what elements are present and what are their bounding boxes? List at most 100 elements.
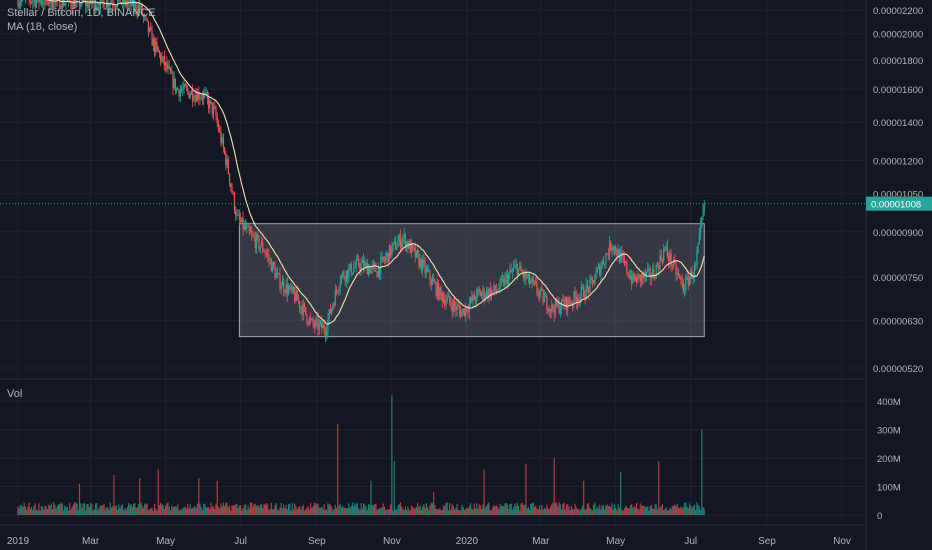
candle bbox=[390, 245, 392, 259]
candle bbox=[139, 0, 141, 13]
candle-body bbox=[354, 266, 356, 268]
candle bbox=[339, 274, 341, 295]
candle-body bbox=[98, 6, 100, 10]
volume-bar bbox=[471, 508, 473, 515]
volume-bar bbox=[358, 508, 360, 515]
volume-bar bbox=[365, 506, 367, 515]
candle bbox=[362, 253, 365, 274]
volume-bar bbox=[535, 505, 537, 515]
volume-bar bbox=[583, 480, 585, 515]
volume-bar bbox=[412, 506, 414, 515]
volume-bar bbox=[273, 508, 275, 515]
candle bbox=[578, 294, 580, 308]
candle-body bbox=[650, 277, 652, 279]
candle bbox=[670, 248, 672, 272]
candle bbox=[540, 286, 542, 299]
candle bbox=[385, 251, 387, 264]
volume-bar bbox=[323, 504, 325, 515]
volume-bar bbox=[163, 508, 165, 515]
volume-bar bbox=[578, 509, 580, 515]
candle bbox=[477, 286, 479, 298]
volume-bar bbox=[386, 509, 388, 515]
candle-body bbox=[350, 263, 352, 275]
candle-body bbox=[392, 242, 394, 247]
candle bbox=[638, 273, 640, 280]
candle bbox=[349, 263, 351, 271]
candle-body bbox=[606, 253, 608, 255]
candle-body bbox=[169, 68, 172, 74]
price-axis-area bbox=[866, 0, 932, 550]
candle-body bbox=[302, 304, 304, 316]
volume-bar bbox=[88, 506, 90, 515]
volume-pane-label[interactable]: Vol bbox=[7, 388, 23, 400]
volume-bar bbox=[269, 508, 271, 515]
candle bbox=[99, 0, 101, 15]
volume-bar bbox=[182, 508, 184, 515]
candle bbox=[193, 94, 195, 103]
volume-bar bbox=[155, 508, 157, 515]
candle-body bbox=[71, 6, 73, 9]
candle bbox=[192, 84, 194, 108]
candle-body bbox=[365, 262, 367, 264]
candle bbox=[484, 292, 486, 302]
volume-bar bbox=[396, 509, 398, 515]
candle bbox=[151, 25, 153, 46]
volume-bar bbox=[344, 507, 346, 515]
candle-body bbox=[328, 309, 330, 320]
candle-body bbox=[584, 297, 586, 299]
volume-bar bbox=[639, 503, 641, 515]
candle bbox=[129, 0, 131, 10]
volume-bar bbox=[340, 507, 343, 515]
candle bbox=[522, 268, 525, 282]
candle-body bbox=[446, 297, 448, 302]
candle bbox=[62, 0, 65, 8]
candle bbox=[590, 274, 592, 284]
candle bbox=[607, 248, 609, 260]
candle bbox=[69, 0, 71, 4]
ma-indicator-label[interactable]: MA (18, close) bbox=[7, 21, 78, 33]
candle bbox=[692, 272, 694, 285]
volume-bar bbox=[447, 510, 450, 515]
volume-bar bbox=[517, 505, 520, 515]
candle bbox=[490, 286, 493, 301]
volume-bar bbox=[404, 506, 407, 515]
candle-body bbox=[17, 0, 19, 7]
candle-body bbox=[160, 53, 162, 62]
volume-bar bbox=[371, 505, 373, 515]
candle-body bbox=[498, 288, 500, 291]
candle bbox=[291, 283, 293, 295]
candle-body bbox=[69, 0, 71, 2]
candle-body bbox=[323, 324, 325, 332]
volume-bar bbox=[168, 506, 170, 515]
volume-bar bbox=[211, 506, 213, 515]
candle bbox=[306, 314, 308, 327]
candle bbox=[519, 261, 521, 270]
candle-body bbox=[216, 117, 218, 124]
volume-bar bbox=[321, 506, 323, 515]
volume-bar bbox=[532, 502, 534, 515]
price-tick-label: 0.00001800 bbox=[873, 56, 923, 67]
candle bbox=[398, 233, 400, 247]
volume-bar bbox=[232, 505, 234, 515]
candle-body bbox=[153, 38, 156, 52]
candle bbox=[101, 0, 103, 3]
candle-body bbox=[19, 1, 22, 4]
candle bbox=[222, 133, 224, 153]
candle bbox=[61, 0, 63, 15]
candle bbox=[596, 266, 598, 274]
volume-bar bbox=[360, 503, 362, 515]
candle bbox=[318, 319, 320, 335]
candle bbox=[337, 289, 339, 295]
candle-body bbox=[321, 321, 323, 329]
candle-body bbox=[358, 258, 360, 266]
volume-bar bbox=[406, 509, 408, 515]
candle-body bbox=[232, 192, 234, 194]
volume-bar bbox=[589, 508, 591, 515]
candle-body bbox=[99, 0, 101, 10]
candle bbox=[489, 281, 491, 301]
candle bbox=[446, 292, 448, 304]
volume-bar bbox=[338, 505, 340, 515]
volume-bar bbox=[441, 510, 443, 515]
candle bbox=[312, 316, 314, 329]
